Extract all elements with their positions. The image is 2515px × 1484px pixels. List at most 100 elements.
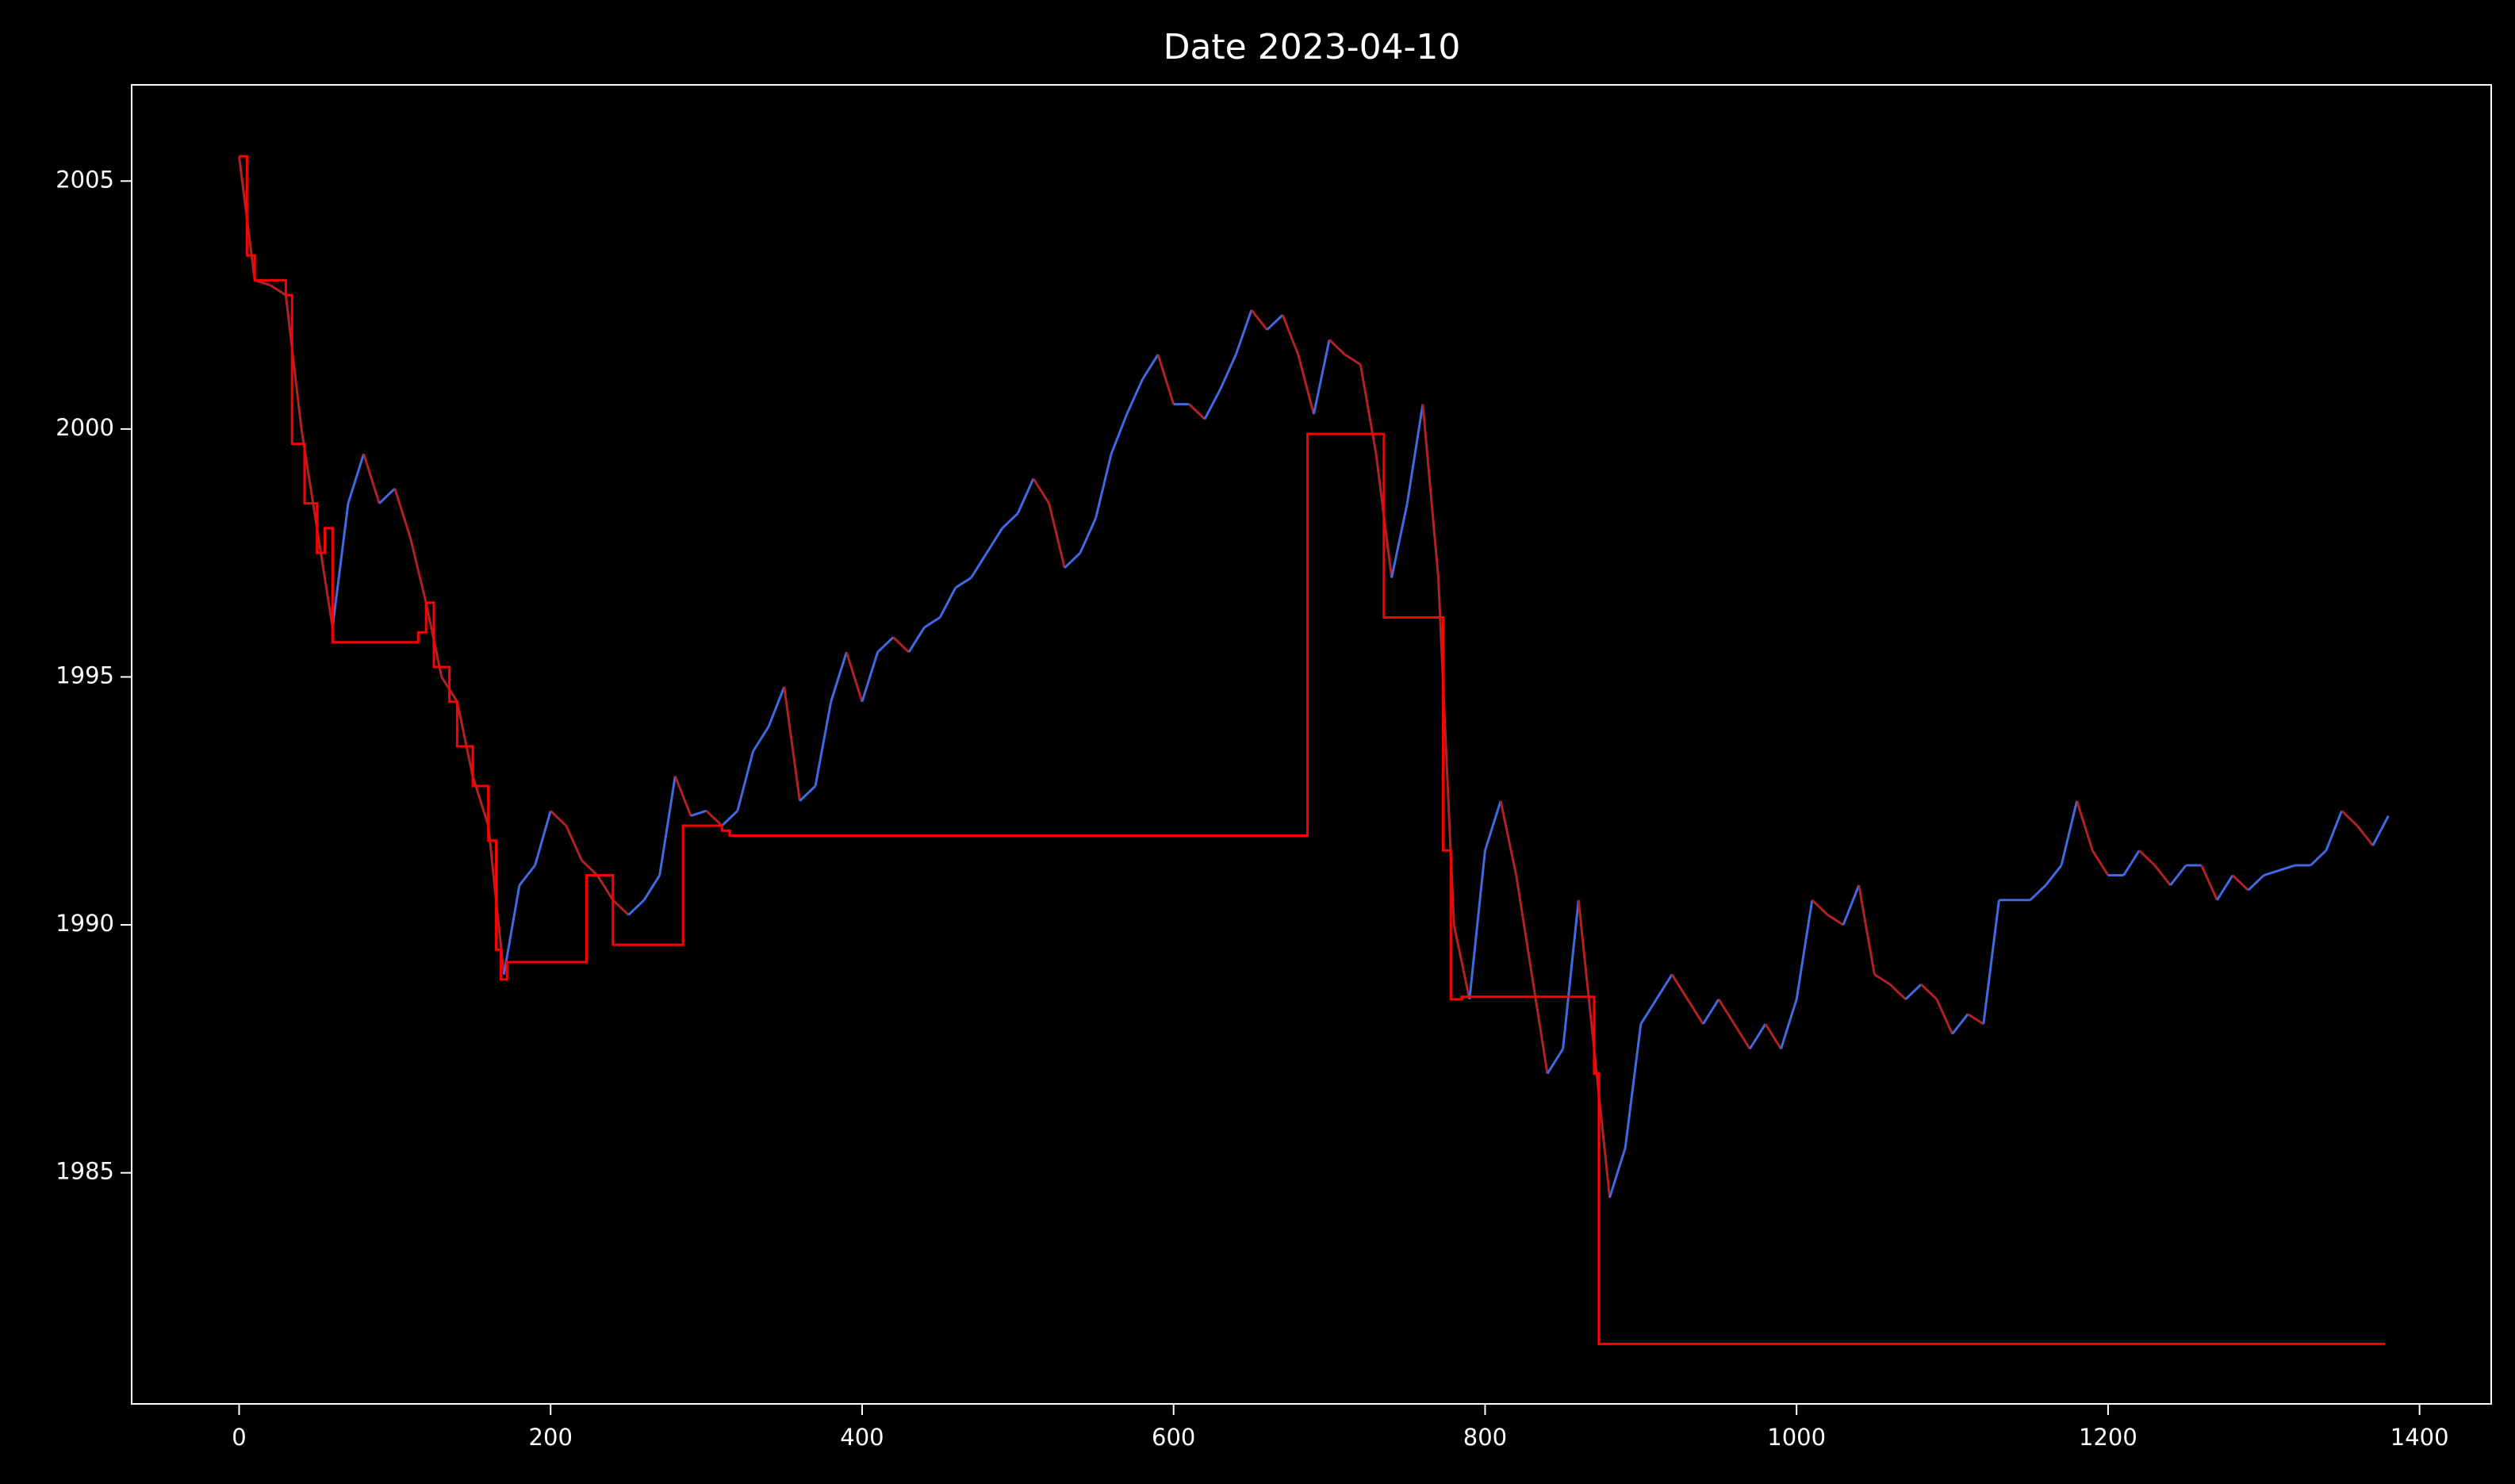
price-segment [1281,314,1300,355]
price-segment [690,809,707,817]
price-segment [1577,899,1596,1049]
price-segment [1250,309,1268,331]
price-segment [1079,517,1097,554]
price-segment [907,627,926,654]
price-segment [1811,899,1829,916]
price-segment [611,899,630,916]
price-segment [550,810,567,827]
price-segment [1234,309,1253,355]
price-segment [1188,403,1206,420]
price-segment [1156,354,1175,405]
price-segment [2138,849,2156,867]
price-segment [876,636,895,654]
price-segment [2231,874,2249,892]
price-segment [269,284,287,297]
price-segment [2091,849,2110,876]
x-tick-label: 1200 [2079,1424,2137,1451]
price-segment [1624,1023,1643,1148]
price-segment [1827,914,1844,926]
y-tick-label: 2005 [56,166,114,193]
price-segment [892,636,910,654]
price-segment [1749,1023,1767,1050]
price-segment [1421,404,1440,578]
price-segment [347,453,366,504]
price-segment [362,453,381,504]
price-segment [1857,884,1876,975]
price-segment [1125,378,1144,415]
price-segment [673,775,692,817]
price-segment [2076,800,2094,851]
price-segment [752,726,770,753]
price-segment [799,784,817,802]
price-segment [2325,810,2343,851]
price-segment [1095,453,1113,519]
price-segment [1780,999,1798,1049]
price-segment [1920,984,1938,1000]
price-segment [1515,875,1533,975]
price-segment [2341,810,2359,827]
price-segment [783,686,801,801]
x-tick-label: 800 [1463,1424,1507,1451]
price-segment [2122,849,2141,876]
price-segment [1670,973,1689,1000]
price-segment [1219,354,1237,390]
price-segment [1359,364,1378,454]
price-segment [721,810,738,827]
price-segment [2310,849,2327,867]
price-segment [1764,1023,1782,1050]
price-segment [1795,899,1814,1000]
x-tick-label: 0 [232,1424,246,1451]
plot-frame [131,84,2492,1405]
price-segment [1935,999,1953,1035]
price-segment [596,874,615,901]
x-tick-label: 400 [840,1424,884,1451]
price-segment [1312,339,1331,415]
price-segment [1048,503,1066,569]
price-segment [1141,354,1160,381]
step-line [239,155,2386,1345]
price-segment [1562,899,1580,1049]
price-segment [658,776,677,876]
price-segment [1842,884,1861,926]
price-segment [1064,552,1081,569]
y-tick-label: 2000 [56,414,114,441]
price-segment [2060,800,2079,866]
price-segment [2371,815,2390,846]
price-segment [565,825,583,861]
price-segment [970,552,988,579]
price-segment [705,810,723,827]
y-tick-label: 1990 [56,910,114,937]
price-segment [1266,314,1284,331]
price-segment [518,865,536,886]
x-tick-label: 1400 [2390,1424,2449,1451]
price-segment [1655,973,1673,1000]
price-segment [1001,512,1019,530]
price-segment [938,587,957,619]
y-tick-label: 1985 [56,1158,114,1185]
price-segment [1297,354,1315,415]
price-segment [627,899,646,916]
x-tick-label: 1000 [1767,1424,1826,1451]
price-segment [1982,899,2000,1025]
price-segment [2263,869,2280,876]
price-segment [1484,800,1502,851]
price-segment [1951,1013,1969,1035]
price-segment [2247,874,2265,892]
price-segment [861,651,880,703]
price-segment [814,701,833,787]
price-segment [331,503,350,628]
price-segment [2153,865,2172,886]
price-segment [1390,503,1409,578]
price-segment [1967,1013,1984,1026]
price-segment [1733,1023,1751,1050]
price-segment [1452,924,1471,1000]
price-segment [830,651,848,703]
plot-area [238,155,2390,1345]
price-segment [923,616,941,629]
price-segment [1016,477,1035,514]
price-segment [985,527,1003,554]
chart-title: Date 2023-04-10 [1164,27,1461,67]
price-segment [1110,413,1129,454]
price-segment [534,810,552,866]
